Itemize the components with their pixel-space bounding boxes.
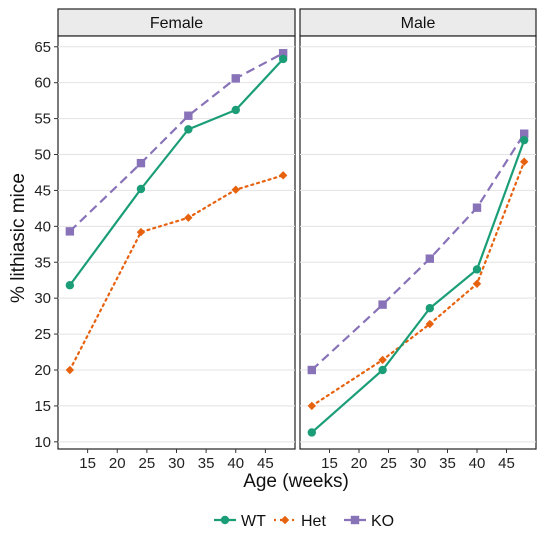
y-tick-label: 45 [34,182,51,199]
data-point-het [65,365,75,375]
data-point-ko [378,300,387,309]
data-point-wt [65,281,75,290]
data-point-wt [307,428,316,437]
y-tick-label: 40 [34,218,51,235]
y-tick-label: 35 [34,254,51,271]
x-tick-label: 40 [469,455,486,472]
data-point-ko [231,74,240,83]
legend-label: WT [241,513,266,530]
x-tick-label: 30 [168,455,185,472]
x-tick-label: 30 [410,455,427,472]
data-point-wt [378,365,387,375]
x-tick-label: 25 [139,455,156,472]
data-point-wt [231,105,240,115]
series-ko [65,49,288,236]
data-point-het [307,401,316,411]
series-het [65,171,288,375]
panel-title: Female [150,15,203,32]
y-tick-label: 65 [34,39,51,56]
data-point-ko [65,227,75,236]
x-tick-label: 45 [257,455,274,472]
legend-key-marker [350,515,360,525]
panel-background [57,35,296,450]
x-tick-label: 25 [380,455,397,472]
panel-female: Female 10 15 20 25 30 35 40 45 50 55 60 65 15 20 25 30 35… [34,8,296,472]
data-point-wt [520,135,529,145]
legend-item-wt: WT [214,513,266,530]
y-tick-label: 55 [34,111,51,128]
data-point-ko [184,111,193,120]
x-tick-label: 20 [351,455,368,472]
data-point-het [472,279,482,288]
data-point-het [231,185,240,194]
data-point-ko [136,158,146,168]
data-point-ko [307,365,316,375]
data-point-wt [278,54,288,64]
x-tick-label: 45 [498,455,515,472]
legend-key-marker [280,515,290,525]
x-tick-label: 35 [198,455,215,472]
legend: WT Het KO [214,513,394,530]
series-het [307,157,529,411]
series-wt [307,135,529,437]
data-point-wt [184,125,193,134]
y-tick-label: 10 [34,434,51,451]
panel-male: Male 15 20 25 30 35 40 45 [299,8,537,472]
y-tick-label: 25 [34,326,51,343]
panel-strip [57,8,296,37]
data-point-wt [425,304,434,313]
x-tick-label: 20 [109,455,126,472]
y-tick-label: 15 [34,398,51,415]
data-point-het [520,157,529,166]
data-point-wt [472,265,482,274]
x-tick-label: 35 [439,455,456,472]
data-point-het [378,355,387,365]
data-point-ko [425,254,434,263]
x-tick-label: 15 [79,455,96,472]
legend-key-marker [220,515,230,525]
data-point-ko [278,49,288,58]
data-point-het [136,227,146,237]
data-point-het [278,171,288,180]
y-tick-label: 50 [34,147,51,164]
legend-label: Het [301,513,326,530]
data-point-het [425,319,434,329]
series-ko [307,129,529,375]
series-wt [65,54,288,290]
panel-background [299,35,537,450]
series-line-ko [69,52,284,233]
data-point-ko [472,203,482,212]
data-point-het [184,213,193,222]
x-tick-label: 40 [227,455,244,472]
legend-label: KO [371,513,394,530]
y-tick-label: 30 [34,290,51,307]
legend-item-het: Het [274,513,326,530]
x-axis-title: Age (weeks) [243,471,349,492]
panel-title: Male [401,15,436,32]
y-axis-title: % lithiasic mice [8,173,29,303]
facet-panels: Female 10 15 20 25 30 35 40 45 50 55 60 65 15 20 25 30 35… [34,8,537,472]
data-point-ko [520,129,529,138]
data-point-wt [136,184,146,194]
y-tick-label: 60 [34,75,51,92]
x-tick-label: 15 [321,455,338,472]
y-tick-label: 20 [34,362,51,379]
legend-item-ko: KO [344,513,394,530]
